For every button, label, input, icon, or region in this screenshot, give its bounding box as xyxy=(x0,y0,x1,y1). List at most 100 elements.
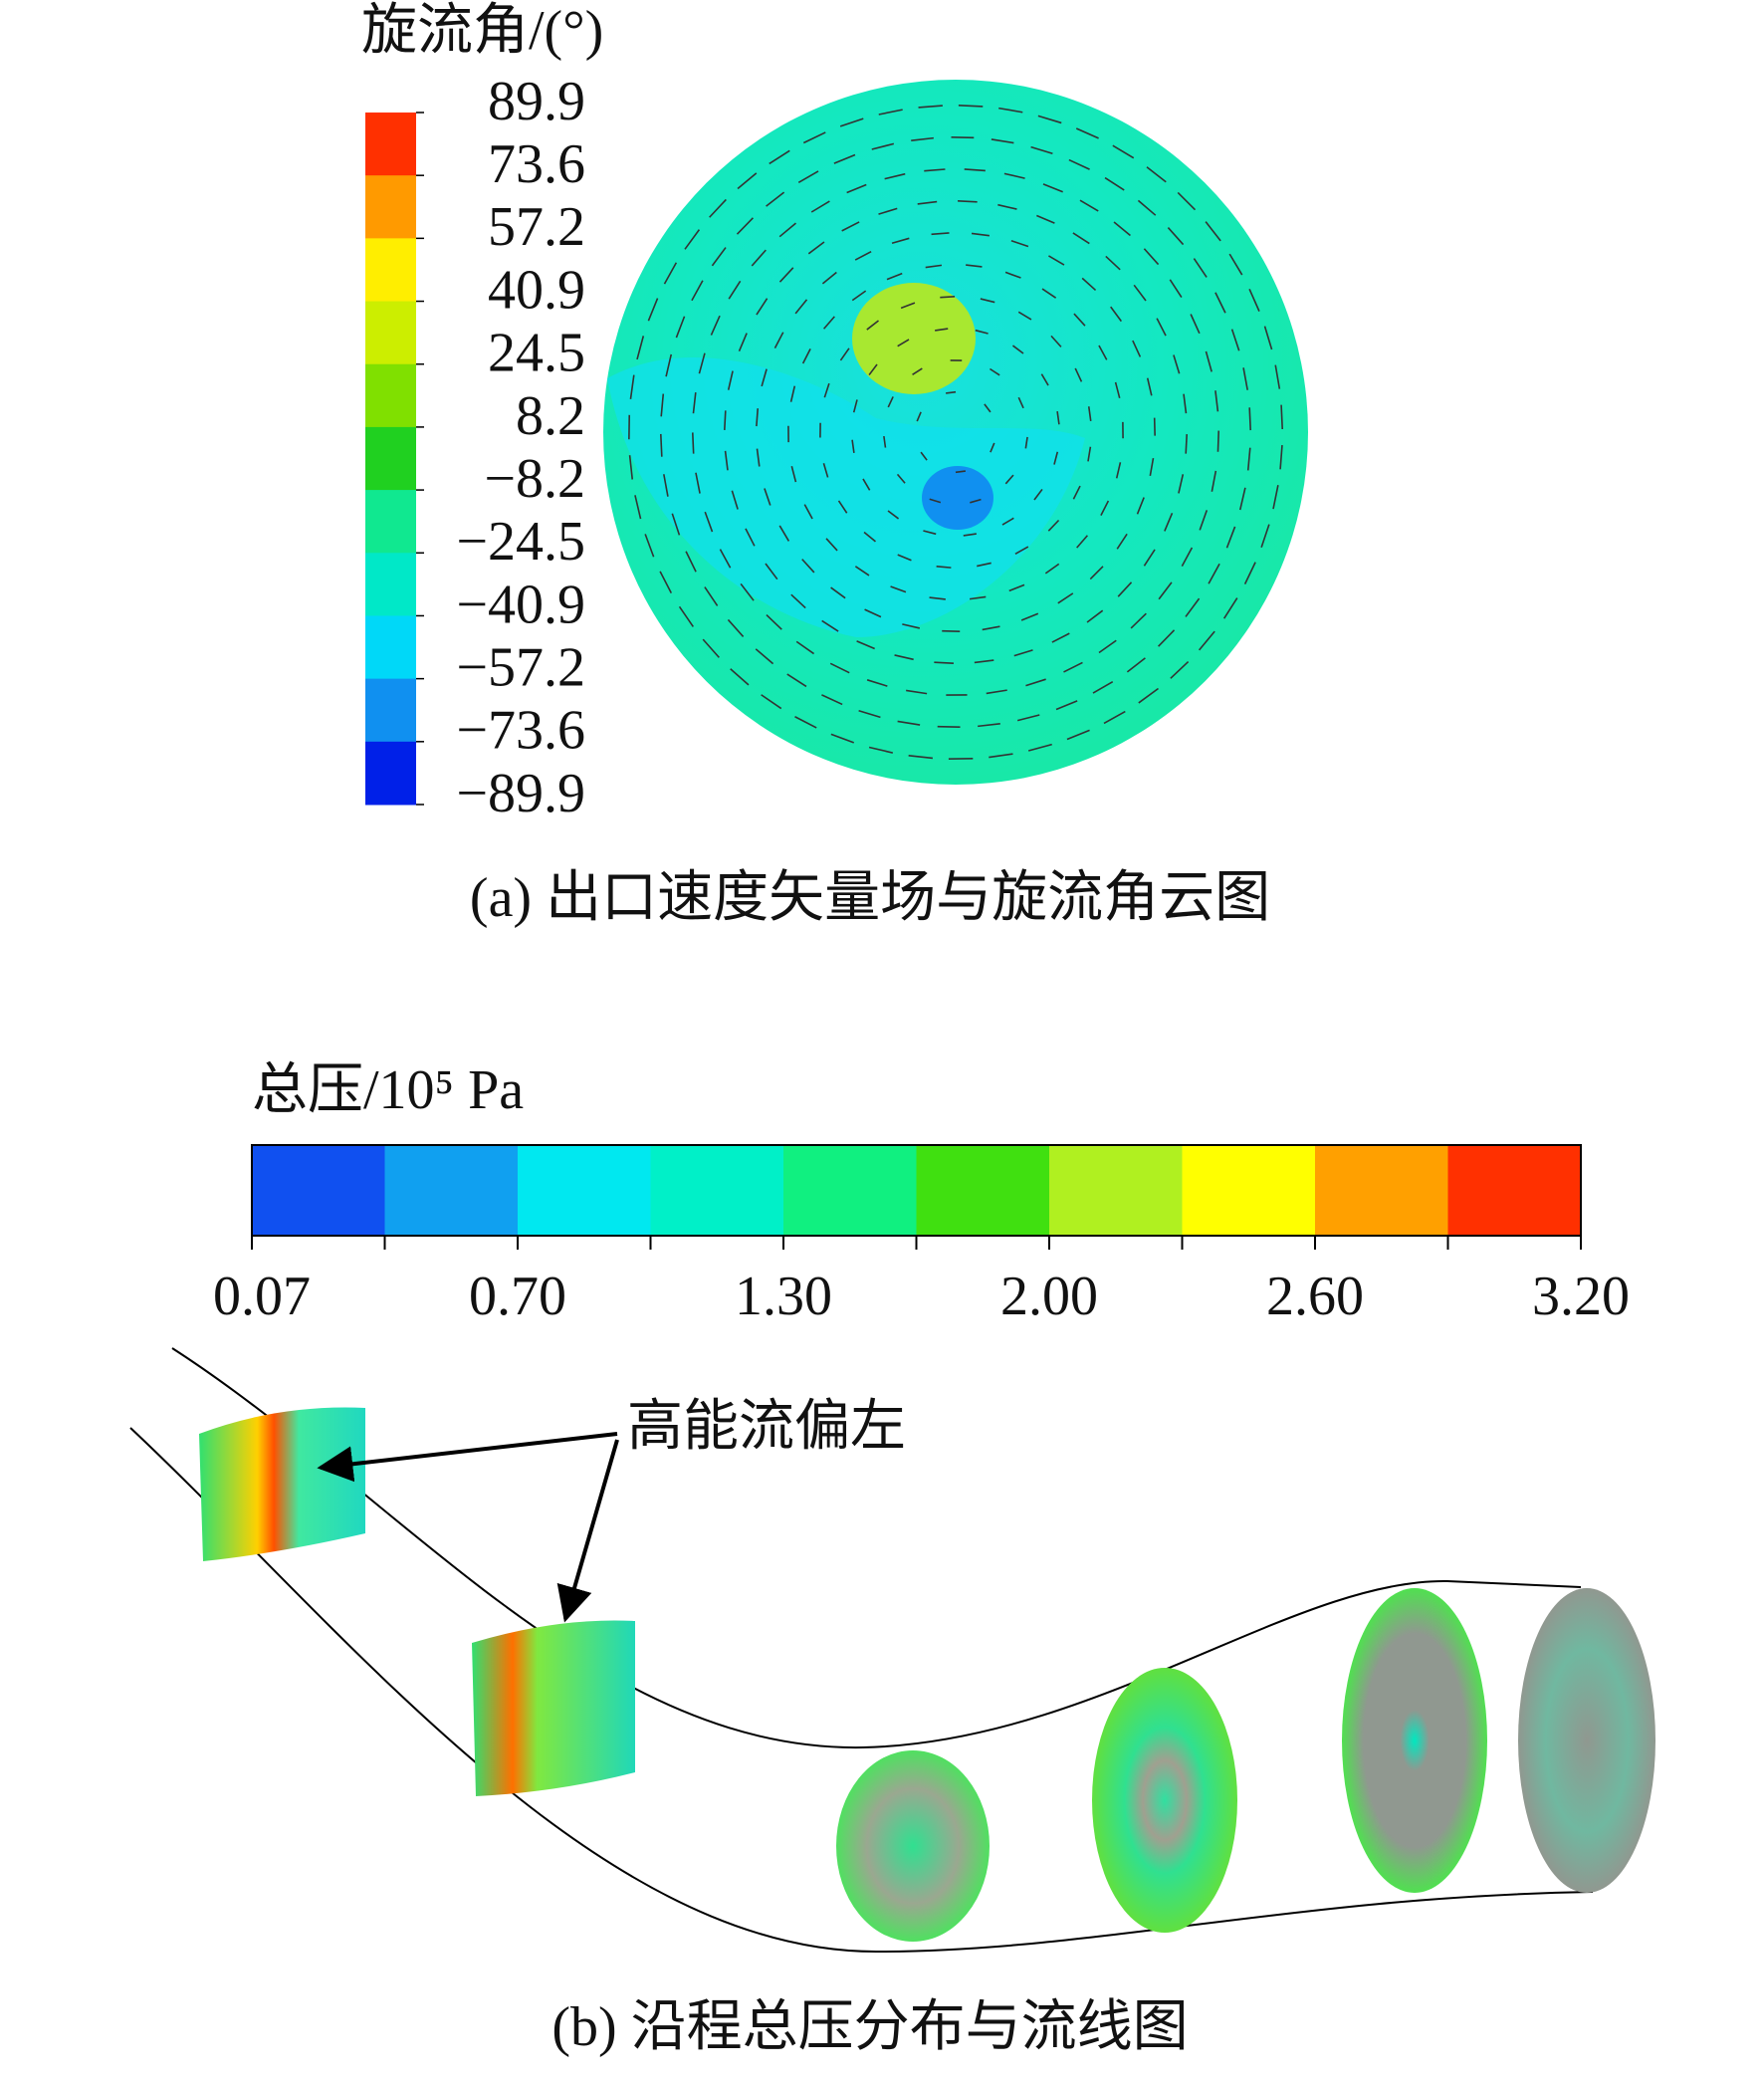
vector-arrow xyxy=(920,451,928,461)
colorbar-segment xyxy=(365,678,416,743)
vector-arrow xyxy=(937,725,961,728)
vector-arrow xyxy=(862,478,871,491)
vector-arrow xyxy=(868,746,894,754)
vector-arrow xyxy=(1074,367,1083,382)
vector-arrow xyxy=(822,316,835,330)
vector-arrow xyxy=(890,585,907,593)
vector-arrow xyxy=(756,298,769,316)
vector-arrow xyxy=(900,302,916,310)
vector-arrow xyxy=(1181,547,1194,568)
vector-arrow xyxy=(912,367,923,375)
vector-arrow xyxy=(989,367,1000,376)
vector-arrow xyxy=(1072,485,1081,500)
vector-arrow xyxy=(823,382,830,398)
vector-arrow xyxy=(1164,513,1174,532)
vector-arrow xyxy=(1114,381,1121,399)
tick-label: 0.70 xyxy=(469,1266,566,1327)
vector-arrow xyxy=(846,183,867,194)
vector-arrow xyxy=(878,207,898,215)
vector-arrow xyxy=(807,241,825,255)
vector-arrow xyxy=(634,495,642,520)
vector-arrow xyxy=(906,689,928,695)
vector-arrow xyxy=(990,442,995,453)
vector-arrow xyxy=(964,168,986,172)
vector-arrow xyxy=(1011,345,1024,354)
vector-arrow xyxy=(778,525,790,542)
vector-arrow xyxy=(902,623,921,629)
vector-arrow xyxy=(1279,444,1283,470)
colorbar-segment xyxy=(365,175,416,239)
vector-arrow xyxy=(665,353,673,377)
vector-arrow xyxy=(971,232,990,237)
vector-arrow xyxy=(839,347,850,361)
colorbar-segment xyxy=(916,1145,1050,1236)
tick-label: −24.5 xyxy=(456,511,585,573)
vector-arrow xyxy=(923,530,937,536)
vector-arrow xyxy=(887,396,894,408)
vector-arrow xyxy=(841,221,860,232)
vector-arrow xyxy=(1214,390,1219,412)
vector-arrow xyxy=(801,347,811,364)
vector-arrow xyxy=(1248,407,1252,431)
vector-arrow xyxy=(628,455,634,480)
vector-arrow xyxy=(1053,451,1059,465)
vector-arrow xyxy=(1214,292,1226,314)
vector-arrow xyxy=(866,320,879,331)
vector-arrow xyxy=(1063,661,1083,673)
vector-arrow xyxy=(980,298,995,304)
vector-arrow xyxy=(731,490,739,510)
duct xyxy=(129,1347,1594,1954)
vector-arrow xyxy=(663,474,669,497)
vector-arrow xyxy=(766,191,785,207)
vector-arrow xyxy=(998,107,1023,114)
vector-arrow xyxy=(1126,657,1146,673)
vector-arrow xyxy=(974,659,994,664)
vector-arrow xyxy=(803,504,813,520)
outlet-contour xyxy=(603,80,1308,785)
vector-arrow xyxy=(778,222,796,238)
vector-arrow xyxy=(963,533,977,537)
vector-arrow xyxy=(745,528,756,547)
vector-arrow xyxy=(1068,158,1090,170)
vector-arrow xyxy=(1013,649,1033,657)
vector-arrow xyxy=(1132,340,1142,357)
vector-arrow xyxy=(1098,639,1117,654)
colorbar-segment xyxy=(365,301,416,365)
vector-arrow xyxy=(966,264,983,268)
vector-arrow xyxy=(755,648,774,665)
vector-arrow xyxy=(702,638,720,658)
vector-arrow xyxy=(833,153,856,164)
vector-arrow xyxy=(727,618,745,637)
vector-arrow xyxy=(766,613,782,630)
tick-label: −89.9 xyxy=(456,763,585,824)
vector-arrow xyxy=(1072,232,1090,245)
vector-arrow xyxy=(1017,396,1024,409)
vector-arrow xyxy=(958,200,978,203)
colorbar-labels: 89.973.657.240.924.58.2−8.2−24.5−40.9−57… xyxy=(456,71,585,824)
vector-arrow xyxy=(1113,221,1131,237)
vector-arrow xyxy=(821,619,839,632)
vector-arrow xyxy=(908,754,933,760)
vector-arrow xyxy=(769,149,790,165)
vector-arrow xyxy=(659,433,663,457)
vector-arrow xyxy=(821,694,843,706)
vector-arrow xyxy=(1156,318,1167,337)
colorbar: 0.07 0.70 1.30 2.00 2.60 3.20 xyxy=(213,1144,1630,1327)
vector-arrow xyxy=(692,392,697,414)
tick-label: 3.20 xyxy=(1532,1266,1630,1327)
vector-arrow xyxy=(1066,729,1090,741)
vector-arrow xyxy=(854,566,870,577)
section xyxy=(1518,1588,1655,1893)
vector-arrow xyxy=(736,217,754,235)
vector-arrow xyxy=(704,586,719,606)
vector-arrow xyxy=(958,104,984,108)
vector-arrow xyxy=(984,403,992,413)
vector-arrow xyxy=(852,399,858,413)
vector-arrow xyxy=(955,470,966,474)
vector-arrow xyxy=(891,237,910,245)
vector-arrow xyxy=(738,333,748,351)
vector-arrow xyxy=(851,290,867,302)
vector-arrow xyxy=(1272,485,1279,510)
vector-arrow xyxy=(970,498,982,504)
